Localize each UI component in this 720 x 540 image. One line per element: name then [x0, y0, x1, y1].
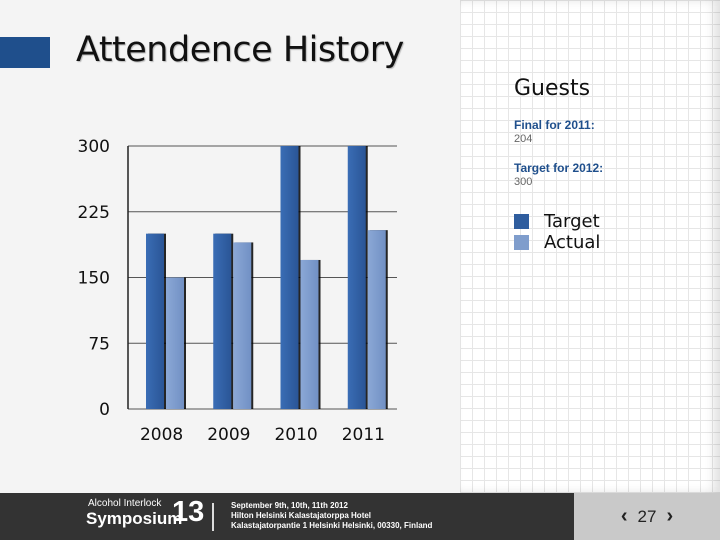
bar-actual-2008: [166, 277, 184, 409]
event-address: Kalastajatorpantie 1 Helsinki Helsinki, …: [231, 521, 433, 530]
final-2011-label: Final for 2011:: [514, 118, 595, 132]
y-tick-label: 225: [78, 203, 110, 223]
bar-actual-2010: [300, 259, 319, 409]
guests-heading: Guests: [514, 76, 591, 101]
bar-chart: 0 75 150 225 300 2008 2009 2010 2011: [78, 137, 397, 445]
event-hotel: Hilton Helsinki Kalastajatorppa Hotel: [231, 511, 372, 520]
bar-target-2011: [347, 146, 366, 409]
event-dates: September 9th, 10th, 11th 2012: [231, 501, 348, 510]
page-number: 27: [637, 506, 657, 526]
target-2012-value: 300: [514, 176, 533, 188]
logo-line2: Symposium: [86, 509, 183, 528]
legend-item-target: Target: [514, 210, 600, 232]
bar-target-2009: [213, 233, 232, 409]
pager: ‹ 27 ›: [574, 493, 720, 540]
final-2011-value: 204: [514, 133, 533, 145]
logo-number: 13: [172, 496, 205, 528]
bar-target-2008: [146, 233, 164, 409]
main-area: Attendence History 0 75 150 225 300 2008 2009 2…: [0, 30, 405, 445]
target-2012-label: Target for 2012:: [514, 161, 604, 175]
prev-page-button[interactable]: ‹: [620, 505, 628, 527]
title-accent-bar: [0, 37, 50, 68]
symposium-logo: Alcohol Interlock Symposium: [86, 499, 182, 529]
legend-label-target: Target: [544, 210, 600, 232]
x-tick-label: 2008: [140, 425, 183, 445]
x-tick-label: 2009: [207, 425, 250, 445]
y-tick-label: 75: [88, 334, 110, 354]
y-tick-label: 0: [99, 400, 110, 420]
y-tick-label: 150: [78, 269, 110, 289]
x-tick-label: 2011: [342, 425, 385, 445]
side-panel: Guests Final for 2011: 204 Target for 20…: [460, 0, 720, 493]
x-tick-label: 2010: [274, 425, 317, 445]
logo-line1: Alcohol Interlock: [88, 498, 162, 509]
next-page-button[interactable]: ›: [666, 505, 674, 527]
legend-item-actual: Actual: [514, 231, 601, 253]
slide-title: Attendence History: [76, 30, 404, 70]
legend-label-actual: Actual: [544, 231, 601, 253]
event-info: September 9th, 10th, 11th 2012 Hilton He…: [231, 501, 432, 531]
bar-target-2010: [280, 146, 299, 409]
bar-actual-2009: [233, 242, 252, 409]
legend-swatch-target: [514, 213, 529, 229]
bar-actual-2011: [367, 230, 386, 409]
legend-swatch-actual: [514, 234, 529, 250]
y-tick-label: 300: [78, 137, 110, 157]
footer-divider: [212, 503, 214, 531]
